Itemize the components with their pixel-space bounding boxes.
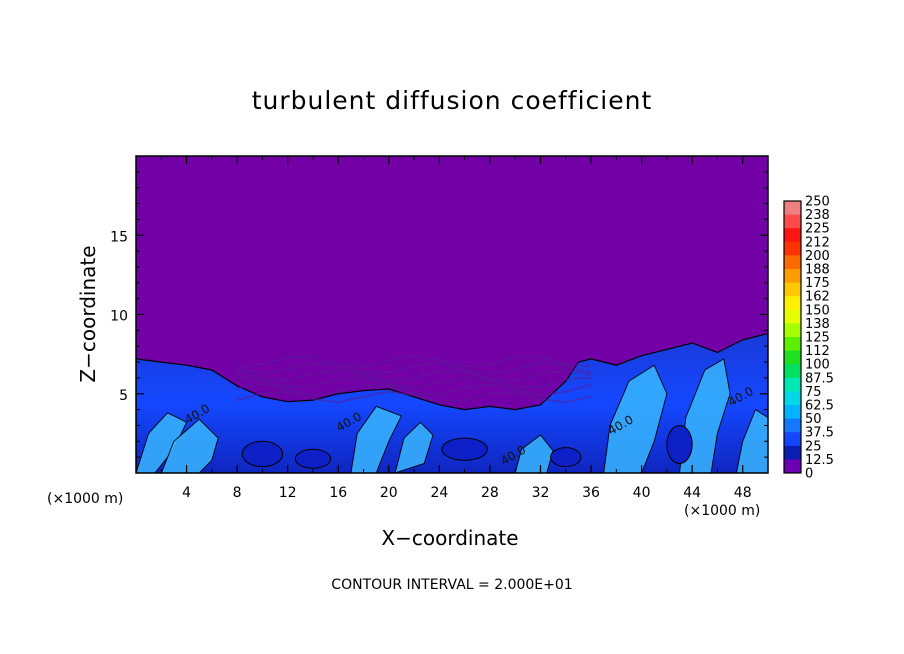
chart-title: turbulent diffusion coefficient — [251, 86, 653, 115]
colorbar-label: 100 — [805, 358, 830, 373]
colorbar-swatch — [784, 269, 801, 284]
x-tick-label: 32 — [532, 485, 550, 501]
contour-interval-note: CONTOUR INTERVAL = 2.000E+01 — [331, 577, 573, 593]
wave-streak — [236, 383, 592, 397]
colorbar-label: 138 — [805, 317, 830, 332]
colorbar-label: 62.5 — [805, 399, 834, 414]
x-tick-label: 48 — [734, 485, 752, 501]
colorbar-label: 87.5 — [805, 371, 834, 386]
y-tick-label: 5 — [119, 388, 128, 404]
eddy-pocket — [241, 440, 284, 468]
colorbar-swatch — [784, 228, 801, 243]
colorbar-swatch — [784, 432, 801, 447]
colorbar-label: 225 — [805, 222, 830, 237]
turbulence-layer: 40.0 40.040.040.040.0 — [136, 332, 768, 473]
colorbar-frame — [783, 200, 802, 474]
x-tick-label: 20 — [380, 485, 398, 501]
x-unit-label-left: (×1000 m) — [47, 491, 124, 507]
colorbar-label: 0 — [805, 467, 813, 482]
colorbar-label: 238 — [805, 208, 830, 223]
x-tick-label: 8 — [233, 485, 242, 501]
wave-streak — [236, 354, 592, 368]
wave-streak — [236, 376, 592, 390]
x-tick-label: 16 — [329, 485, 347, 501]
wave-streak — [236, 362, 592, 375]
colorbar-label: 37.5 — [805, 426, 834, 441]
y-tick-label: 15 — [110, 229, 128, 245]
colorbar-swatch — [784, 445, 801, 460]
colorbar-label: 188 — [805, 263, 830, 278]
eddy-plume — [603, 364, 668, 473]
colorbar-swatch — [784, 201, 801, 216]
colorbar-label: 150 — [805, 303, 830, 318]
colorbar-label: 162 — [805, 290, 830, 305]
colorbar-label: 212 — [805, 235, 830, 250]
colorbar-label: 50 — [805, 412, 822, 427]
colorbar-swatch — [784, 364, 801, 379]
x-tick-label: 28 — [481, 485, 499, 501]
eddy-plume — [514, 434, 554, 473]
eddy-pocket — [666, 424, 693, 464]
colorbar-swatch — [784, 323, 801, 338]
colorbar-swatch — [784, 214, 801, 229]
eddy-pocket — [441, 437, 488, 461]
x-tick-label: 4 — [182, 485, 191, 501]
colorbar-swatch — [784, 255, 801, 270]
colorbar-swatch — [784, 241, 801, 256]
eddy-plume — [350, 405, 403, 473]
colorbar-swatch — [784, 337, 801, 352]
colorbar-label: 25 — [805, 439, 822, 454]
x-axis-label: X−coordinate — [381, 526, 519, 550]
x-unit-label-right: (×1000 m) — [684, 503, 761, 519]
wave-streak — [236, 390, 592, 404]
colorbar-swatch — [784, 405, 801, 420]
x-tick-label: 40 — [633, 485, 651, 501]
colorbar-label: 175 — [805, 276, 830, 291]
colorbar-label: 75 — [805, 385, 822, 400]
colorbar: 2502382252122001881751621501381251121008… — [783, 195, 834, 482]
eddy-plume — [394, 421, 434, 473]
colorbar-swatch — [784, 377, 801, 392]
eddy-plume — [735, 408, 768, 473]
colorbar-label: 125 — [805, 331, 830, 346]
y-tick-label: 10 — [110, 309, 128, 325]
eddy-pocket — [550, 447, 582, 468]
plot-area: 40.0 40.040.040.040.0 — [136, 156, 768, 473]
colorbar-swatch — [784, 309, 801, 324]
x-tick-label: 24 — [430, 485, 448, 501]
eddy-pocket — [294, 448, 332, 469]
x-tick-label: 12 — [279, 485, 297, 501]
eddy-plume — [136, 412, 188, 473]
colorbar-label: 200 — [805, 249, 830, 264]
x-tick-label: 36 — [582, 485, 600, 501]
colorbar-swatch — [784, 350, 801, 365]
colorbar-swatch — [784, 282, 801, 297]
colorbar-swatch — [784, 391, 801, 406]
colorbar-swatch — [784, 418, 801, 433]
colorbar-label: 112 — [805, 344, 830, 359]
x-tick-label: 44 — [683, 485, 701, 501]
wave-streak — [236, 369, 592, 382]
colorbar-swatch — [784, 296, 801, 311]
colorbar-label: 250 — [805, 195, 830, 210]
colorbar-swatch — [784, 459, 801, 474]
colorbar-label: 12.5 — [805, 453, 834, 468]
eddy-plume — [160, 418, 219, 473]
